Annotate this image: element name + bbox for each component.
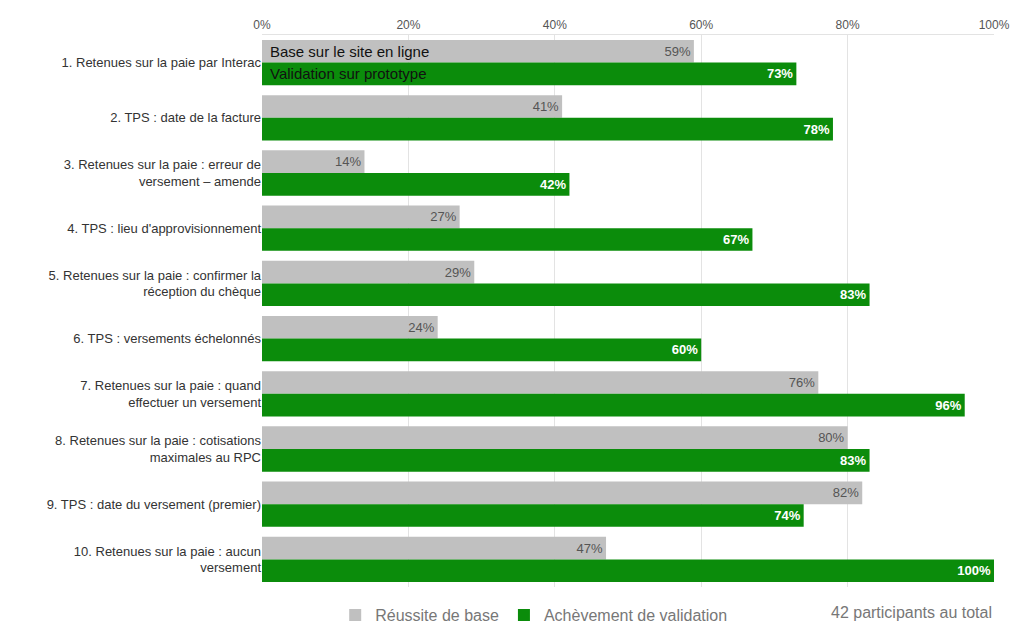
svg-text:100%: 100% xyxy=(979,18,1010,32)
svg-text:42%: 42% xyxy=(540,177,566,192)
svg-text:74%: 74% xyxy=(774,508,800,523)
svg-text:78%: 78% xyxy=(804,122,830,137)
svg-text:76%: 76% xyxy=(789,375,815,390)
svg-text:4. TPS : lieu d'approvisionnem: 4. TPS : lieu d'approvisionnement xyxy=(67,221,261,236)
svg-text:73%: 73% xyxy=(767,66,793,81)
svg-text:60%: 60% xyxy=(672,342,698,357)
svg-text:27%: 27% xyxy=(430,209,456,224)
svg-text:42 participants au total: 42 participants au total xyxy=(831,604,992,621)
svg-text:100%: 100% xyxy=(957,563,991,578)
svg-text:Base sur le site en ligne: Base sur le site en ligne xyxy=(270,43,429,60)
svg-text:3. Retenues sur la paie : erre: 3. Retenues sur la paie : erreur deverse… xyxy=(64,157,261,189)
svg-text:9. TPS : date du versement (pr: 9. TPS : date du versement (premier) xyxy=(47,497,261,512)
svg-text:5. Retenues sur la paie : conf: 5. Retenues sur la paie : confirmer laré… xyxy=(49,267,262,299)
svg-text:24%: 24% xyxy=(408,320,434,335)
svg-text:40%: 40% xyxy=(543,18,567,32)
svg-text:82%: 82% xyxy=(833,485,859,500)
svg-text:47%: 47% xyxy=(577,541,603,556)
svg-text:67%: 67% xyxy=(723,232,749,247)
svg-text:80%: 80% xyxy=(818,430,844,445)
svg-text:96%: 96% xyxy=(935,398,961,413)
svg-text:0%: 0% xyxy=(253,18,271,32)
svg-text:2. TPS : date de la facture: 2. TPS : date de la facture xyxy=(110,110,261,125)
svg-text:Achèvement de validation: Achèvement de validation xyxy=(544,607,727,624)
svg-text:1. Retenues sur la paie par In: 1. Retenues sur la paie par Interac xyxy=(62,55,262,70)
svg-text:41%: 41% xyxy=(533,99,559,114)
svg-text:Réussite de base: Réussite de base xyxy=(375,607,499,624)
svg-text:59%: 59% xyxy=(664,44,690,59)
svg-text:20%: 20% xyxy=(396,18,420,32)
svg-text:80%: 80% xyxy=(836,18,860,32)
svg-text:8. Retenues sur la paie : coti: 8. Retenues sur la paie : cotisationsmax… xyxy=(55,433,261,465)
svg-text:29%: 29% xyxy=(445,265,471,280)
svg-text:7. Retenues sur la paie : quan: 7. Retenues sur la paie : quandeffectuer… xyxy=(80,378,261,410)
svg-text:Validation sur prototype: Validation sur prototype xyxy=(270,65,426,82)
svg-text:14%: 14% xyxy=(335,154,361,169)
svg-text:83%: 83% xyxy=(840,287,866,302)
svg-text:10. Retenues sur la paie : auc: 10. Retenues sur la paie : aucunversemen… xyxy=(74,544,262,576)
svg-text:83%: 83% xyxy=(840,453,866,468)
svg-text:60%: 60% xyxy=(689,18,713,32)
svg-text:6. TPS : versements échelonnés: 6. TPS : versements échelonnés xyxy=(73,331,261,346)
